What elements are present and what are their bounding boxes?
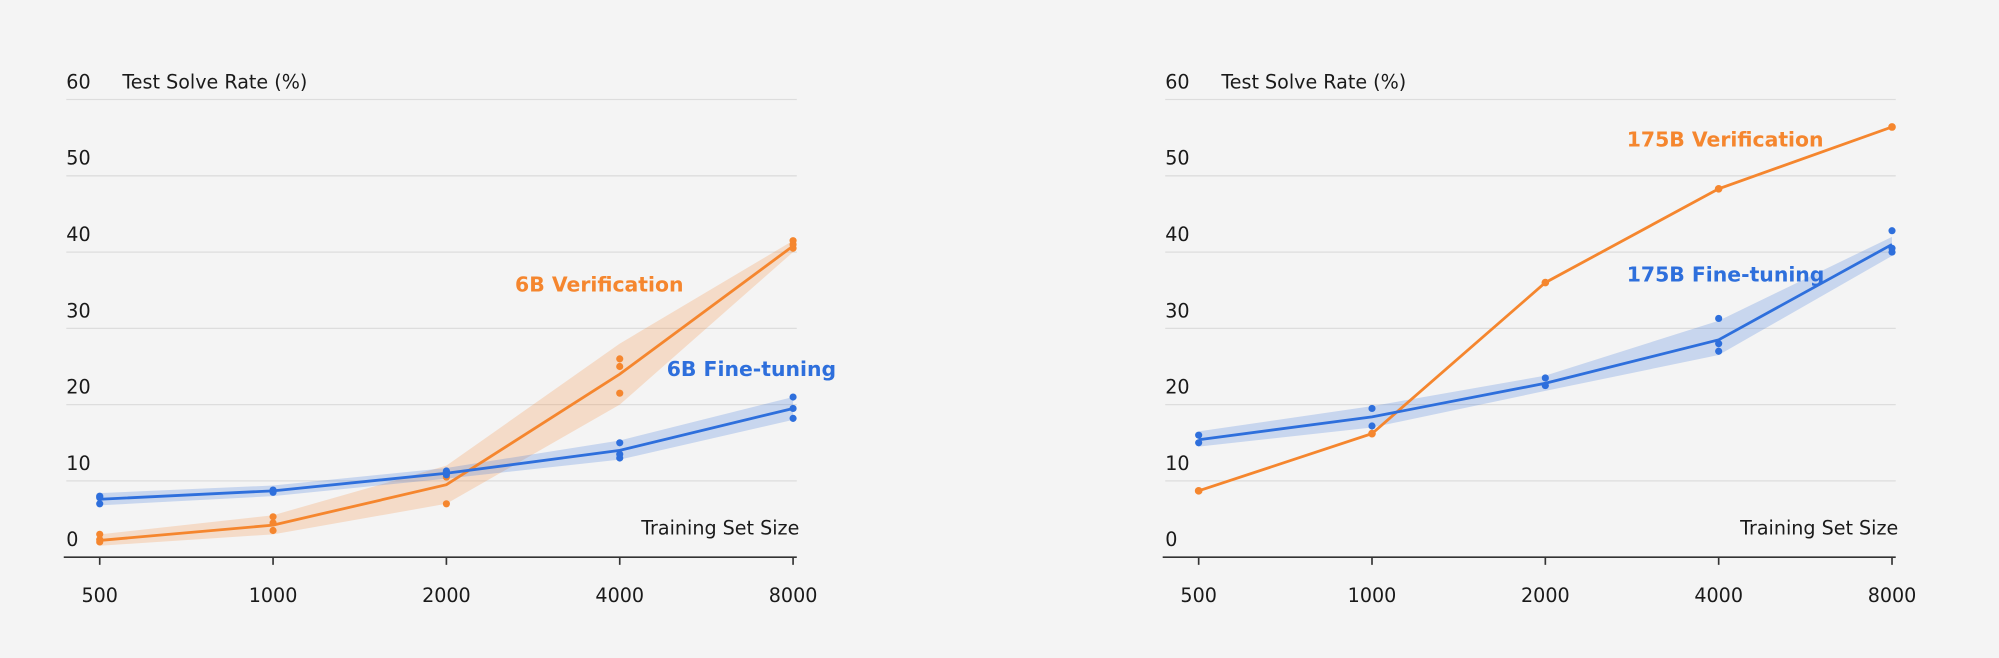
x-axis-title: Training Set Size	[1739, 517, 1898, 540]
run-point	[1368, 422, 1376, 430]
x-tick-label: 2000	[422, 584, 471, 607]
run-point	[269, 487, 277, 495]
y-tick-label: 30	[1165, 299, 1189, 322]
x-tick-label: 4000	[1694, 584, 1743, 607]
run-point	[1541, 382, 1549, 390]
run-point	[442, 500, 450, 508]
run-point	[269, 513, 277, 521]
run-point	[1715, 340, 1723, 348]
series-label: 6B Fine-tuning	[667, 357, 836, 381]
x-tick-label: 4000	[595, 584, 644, 607]
panel: 0 10 20 30 40 50 60 500 1000 2000 4000 8000 Test Sol…	[63, 70, 836, 607]
run-point	[1195, 431, 1203, 439]
y-tick-label: 10	[1165, 452, 1189, 475]
run-point	[616, 362, 624, 371]
x-axis-title: Training Set Size	[640, 517, 799, 540]
y-tick-label: 10	[66, 452, 90, 475]
y-tick-label: 50	[1165, 147, 1189, 170]
run-point	[616, 355, 624, 363]
run-point	[789, 393, 797, 401]
run-point	[616, 439, 624, 447]
x-tick-label: 2000	[1521, 584, 1570, 607]
run-point	[616, 450, 624, 458]
y-tick-label: 20	[1165, 376, 1189, 399]
run-point	[96, 492, 104, 500]
run-point	[269, 519, 277, 527]
run-point	[616, 389, 624, 397]
run-point	[789, 414, 797, 422]
run-point	[96, 536, 104, 544]
y-tick-label: 20	[66, 376, 90, 399]
y-tick-label: 30	[66, 299, 90, 322]
x-tick-label: 500	[81, 584, 117, 607]
point	[1368, 429, 1376, 438]
run-point	[1368, 404, 1376, 413]
run-point	[1715, 347, 1723, 355]
y-tick-label: 60	[66, 70, 90, 93]
series-label: 175B Verification	[1627, 127, 1824, 151]
run-point	[789, 237, 797, 245]
x-tick-label: 8000	[1868, 584, 1917, 607]
run-point	[269, 526, 277, 535]
y-tick-label: 40	[66, 223, 90, 246]
series-line	[99, 244, 794, 542]
y-tick-label: 50	[66, 147, 90, 170]
point	[1541, 278, 1550, 287]
x-tick-label: 8000	[769, 584, 818, 607]
run-point	[1715, 314, 1723, 323]
x-tick-label: 1000	[1348, 584, 1397, 607]
run-point	[96, 530, 104, 538]
point	[1194, 487, 1203, 495]
run-point	[442, 467, 450, 475]
y-tick-label: 0	[66, 528, 78, 551]
run-point	[1195, 439, 1203, 447]
y-axis-title: Test Solve Rate (%)	[1220, 70, 1406, 93]
point	[1714, 184, 1723, 193]
run-point	[789, 404, 797, 413]
confidence-band	[99, 240, 794, 546]
series-label: 6B Verification	[515, 273, 683, 297]
confidence-band	[1198, 236, 1893, 447]
run-point	[96, 500, 104, 508]
series-label: 175B Fine-tuning	[1627, 262, 1825, 286]
point	[1888, 123, 1896, 131]
y-tick-label: 60	[1165, 70, 1189, 93]
y-axis-title: Test Solve Rate (%)	[121, 70, 307, 93]
x-tick-label: 1000	[249, 584, 298, 607]
y-tick-label: 0	[1165, 528, 1177, 551]
y-tick-label: 40	[1165, 223, 1189, 246]
run-point	[1888, 244, 1896, 252]
run-point	[1888, 227, 1896, 235]
run-point	[1541, 374, 1549, 382]
panel: 0 10 20 30 40 50 60 500 1000 2000 4000 8000 Test Sol…	[1162, 70, 1917, 607]
x-tick-label: 500	[1180, 584, 1216, 607]
